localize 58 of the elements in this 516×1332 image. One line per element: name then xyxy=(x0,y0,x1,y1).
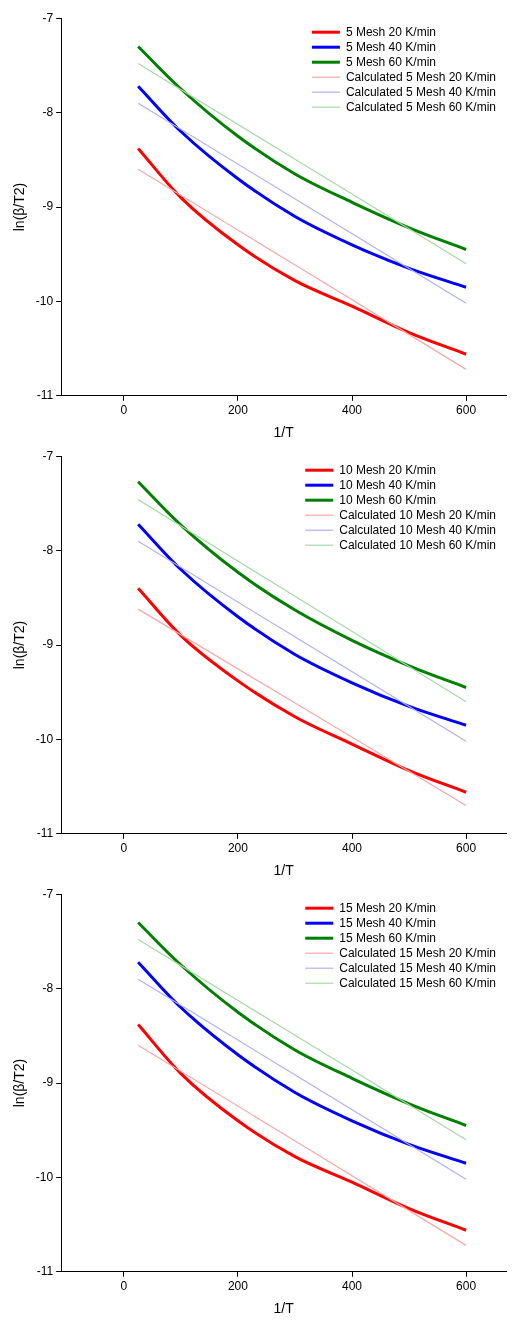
x-tick-label: 600 xyxy=(456,1279,477,1294)
legend-label: 10 Mesh 20 K/min xyxy=(339,462,436,477)
legend-label: Calculated 15 Mesh 20 K/min xyxy=(339,945,496,960)
x-tick-label: 0 xyxy=(120,403,128,418)
y-tick-label: -8 xyxy=(42,980,54,995)
legend-label: Calculated 10 Mesh 60 K/min xyxy=(339,537,496,552)
legend-label: 5 Mesh 20 K/min xyxy=(345,24,436,39)
legend-label: Calculated 10 Mesh 20 K/min xyxy=(339,507,496,522)
x-tick-label: 600 xyxy=(456,403,477,418)
y-tick-label: -10 xyxy=(35,1169,54,1184)
y-tick-label: -11 xyxy=(36,826,54,841)
y-tick-label: -9 xyxy=(42,1075,54,1090)
legend-label: Calculated 5 Mesh 40 K/min xyxy=(345,84,496,99)
line-series xyxy=(136,522,468,727)
x-tick-label: 400 xyxy=(342,1279,363,1294)
legend-label: 15 Mesh 40 K/min xyxy=(339,915,436,930)
line-series xyxy=(136,960,468,1165)
x-tick-label: 200 xyxy=(227,403,249,418)
y-tick-label: -9 xyxy=(42,637,54,652)
line-series xyxy=(136,586,468,794)
legend-label: Calculated 5 Mesh 60 K/min xyxy=(345,99,496,114)
line-series xyxy=(136,480,468,689)
legend-label: 15 Mesh 60 K/min xyxy=(339,930,436,945)
y-tick-label: -9 xyxy=(42,199,54,214)
x-axis-title: 1/T xyxy=(273,862,295,879)
y-tick-label: -10 xyxy=(35,731,54,746)
x-tick-label: 0 xyxy=(120,1279,128,1294)
legend-label: Calculated 15 Mesh 40 K/min xyxy=(339,960,496,975)
legend-label: 10 Mesh 40 K/min xyxy=(339,477,436,492)
legend-label: Calculated 15 Mesh 60 K/min xyxy=(339,975,496,990)
y-tick-label: -10 xyxy=(35,293,54,308)
legend-label: 5 Mesh 40 K/min xyxy=(345,39,436,54)
x-tick-label: 200 xyxy=(227,1279,249,1294)
x-tick-label: 600 xyxy=(456,841,477,856)
line-series xyxy=(136,84,468,289)
y-axis-title: ln(β/T2) xyxy=(11,182,28,232)
line-series xyxy=(136,1022,468,1232)
legend-label: 5 Mesh 60 K/min xyxy=(345,54,436,69)
legend-label: Calculated 5 Mesh 20 K/min xyxy=(345,69,496,84)
y-tick-label: -7 xyxy=(42,10,54,25)
y-tick-label: -8 xyxy=(42,104,54,119)
y-axis-title: ln(β/T2) xyxy=(11,620,28,670)
x-axis-title: 1/T xyxy=(273,424,295,441)
x-tick-label: 200 xyxy=(227,841,249,856)
legend-label: 10 Mesh 60 K/min xyxy=(339,492,436,507)
y-axis-title: ln(β/T2) xyxy=(11,1058,28,1108)
x-tick-label: 400 xyxy=(342,841,363,856)
x-tick-label: 0 xyxy=(120,841,128,856)
x-axis-title: 1/T xyxy=(273,1300,295,1317)
y-tick-label: -7 xyxy=(42,448,54,463)
y-tick-label: -11 xyxy=(36,1264,54,1279)
legend-label: 15 Mesh 20 K/min xyxy=(339,900,436,915)
y-tick-label: -11 xyxy=(36,388,54,403)
y-tick-label: -7 xyxy=(42,886,54,901)
x-tick-label: 400 xyxy=(342,403,363,418)
line-series xyxy=(136,146,468,356)
legend-label: Calculated 10 Mesh 40 K/min xyxy=(339,522,496,537)
y-tick-label: -8 xyxy=(42,542,54,557)
